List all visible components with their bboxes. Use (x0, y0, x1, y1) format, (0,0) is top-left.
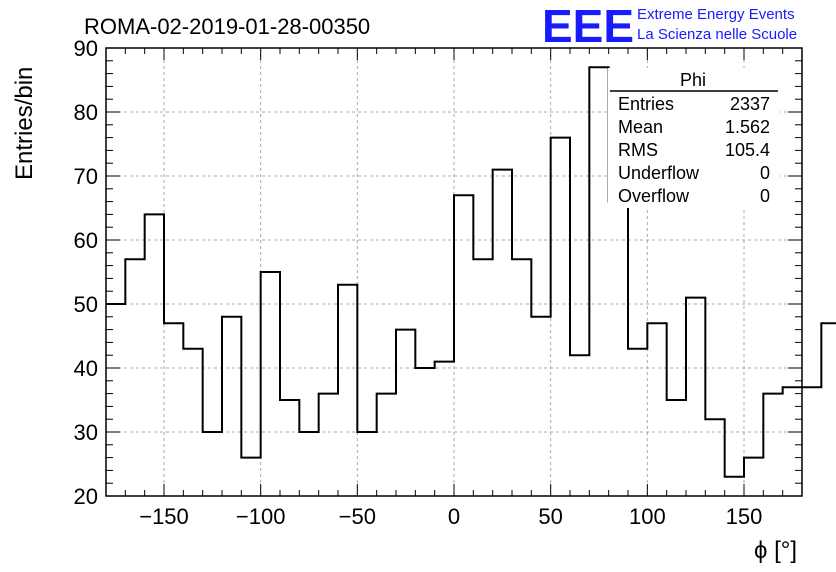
stats-entries-label: Entries (618, 94, 674, 114)
stats-box-title: Phi (680, 70, 706, 90)
logo-line-2: La Scienza nelle Scuole (637, 26, 797, 43)
stats-underflow-value: 0 (760, 163, 770, 183)
stats-overflow-value: 0 (760, 186, 770, 206)
stats-entries-value: 2337 (730, 94, 770, 114)
y-tick-label: 50 (74, 292, 98, 317)
stats-box: Phi Entries 2337 Mean 1.562 RMS 105.4 Un… (608, 68, 780, 208)
y-tick-label: 70 (74, 164, 98, 189)
stats-mean-value: 1.562 (725, 117, 770, 137)
stats-mean-label: Mean (618, 117, 663, 137)
logo-line-1: Extreme Energy Events (637, 6, 795, 23)
x-tick-label: 50 (538, 504, 562, 529)
tick-labels: −150 −100 −50 0 50 100 150 20 30 40 50 60 70 80 90 (74, 36, 763, 529)
y-tick-label: 30 (74, 420, 98, 445)
y-tick-label: 40 (74, 356, 98, 381)
plot-frame (105, 47, 803, 497)
x-tick-label: 100 (629, 504, 666, 529)
x-tick-label: 150 (726, 504, 763, 529)
y-axis-label: Entries/bin (11, 67, 38, 180)
x-tick-label: 0 (448, 504, 460, 529)
y-tick-label: 20 (74, 484, 98, 509)
stats-underflow-label: Underflow (618, 163, 700, 183)
x-tick-label: −50 (339, 504, 376, 529)
x-tick-label: −100 (236, 504, 286, 529)
y-tick-label: 60 (74, 228, 98, 253)
y-tick-label: 90 (74, 36, 98, 61)
stats-overflow-label: Overflow (618, 186, 690, 206)
histogram-step-line (106, 66, 836, 478)
stats-rms-label: RMS (618, 140, 658, 160)
x-axis-label: ϕ [°] (754, 537, 797, 564)
histogram-series (106, 66, 836, 478)
stats-rms-value: 105.4 (725, 140, 770, 160)
y-tick-label: 80 (74, 100, 98, 125)
eee-logo: EEE (542, 0, 634, 52)
run-title: ROMA-02-2019-01-28-00350 (84, 14, 370, 39)
x-tick-label: −150 (139, 504, 189, 529)
